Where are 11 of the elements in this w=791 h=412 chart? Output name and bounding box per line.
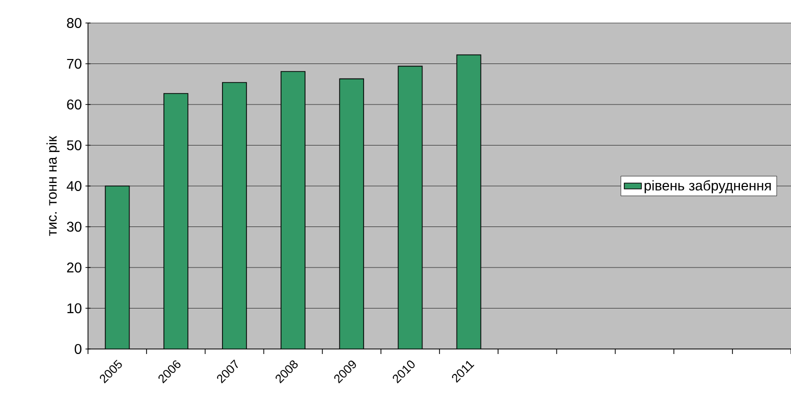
y-tick-label: 50 (66, 140, 82, 150)
y-tick-label: 10 (67, 303, 82, 314)
legend-label: рівень забруднення (644, 180, 771, 194)
y-tick-label: 40 (66, 181, 82, 191)
y-tick-label: 80 (67, 18, 82, 28)
y-tick-label: 20 (67, 262, 82, 272)
y-axis-title: тис. тонн на рік (46, 136, 60, 236)
y-tick-label: 30 (66, 222, 82, 232)
y-tick-label: 60 (67, 100, 82, 110)
y-tick-label: 70 (67, 58, 82, 69)
y-tick-label: 0 (74, 344, 82, 354)
